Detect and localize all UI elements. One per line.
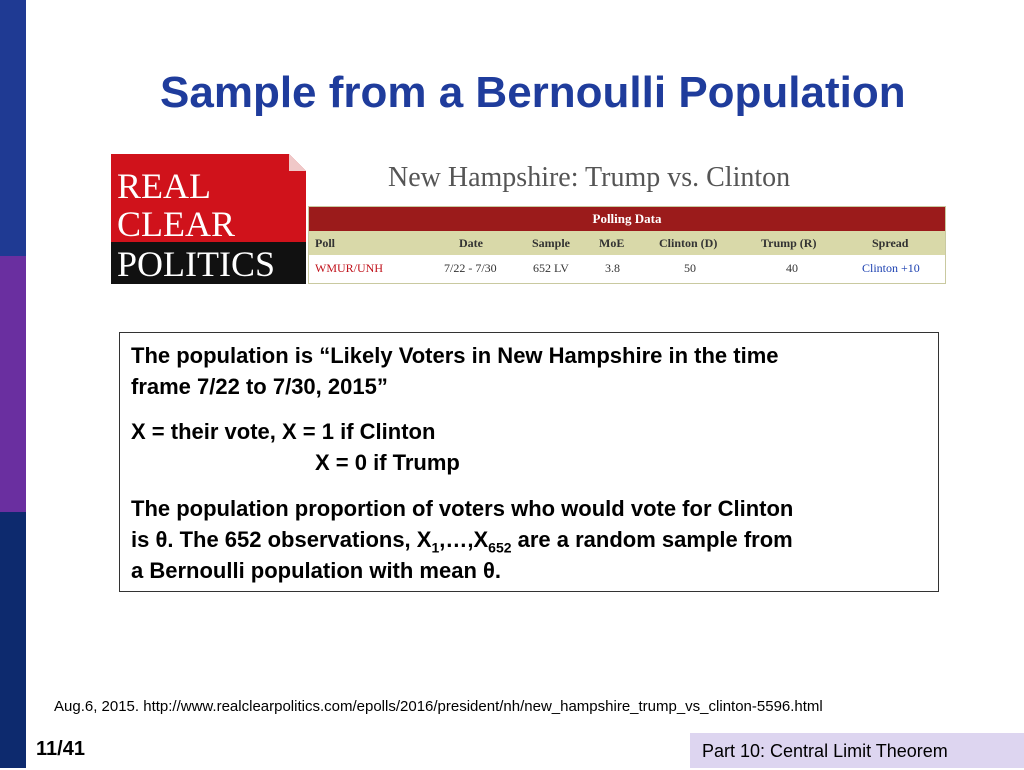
poll-heading: New Hampshire: Trump vs. Clinton <box>388 162 791 193</box>
box-line-6-a: is θ. The 652 observations, X <box>131 527 432 552</box>
col-trump: Trump (R) <box>761 236 817 250</box>
col-moe: MoE <box>599 236 625 250</box>
cell-trump: 40 <box>786 261 798 275</box>
sidebar-band-middle <box>0 256 26 512</box>
subscript-1: 1 <box>431 539 440 556</box>
col-poll: Poll <box>315 236 335 250</box>
logo-background <box>111 154 306 284</box>
logo-line-2: CLEAR <box>117 204 236 244</box>
table-header-row: Poll Date Sample MoE Clinton (D) Trump (… <box>309 231 945 255</box>
sidebar-decoration <box>0 0 26 768</box>
page-number: 11/41 <box>36 738 85 760</box>
polling-data-table: Polling Data Poll Date Sample MoE Clinto… <box>308 206 946 284</box>
box-line-2: frame 7/22 to 7/30, 2015” <box>131 374 388 399</box>
box-line-6-c: are a random sample from <box>511 527 793 552</box>
cell-moe: 3.8 <box>605 261 620 275</box>
cell-date: 7/22 - 7/30 <box>444 261 497 275</box>
population-description-box: The population is “Likely Voters in New … <box>119 332 939 592</box>
col-date: Date <box>459 236 483 250</box>
cell-spread: Clinton +10 <box>862 261 920 275</box>
box-line-6: is θ. The 652 observations, X1,…,X652 ar… <box>131 524 793 555</box>
table-row: WMUR/UNH 7/22 - 7/30 652 LV 3.8 50 40 Cl… <box>309 255 945 281</box>
col-clinton: Clinton (D) <box>659 236 718 250</box>
box-line-3: X = their vote, X = 1 if Clinton <box>131 419 436 444</box>
cell-sample: 652 LV <box>533 261 569 275</box>
box-line-4: X = 0 if Trump <box>315 450 460 475</box>
slide-title: Sample from a Bernoulli Population <box>160 68 906 117</box>
source-footnote: Aug.6, 2015. http://www.realclearpolitic… <box>54 698 823 715</box>
sidebar-band-top <box>0 0 26 256</box>
box-line-7: a Bernoulli population with mean θ. <box>131 558 502 583</box>
box-line-6-b: ,…,X <box>439 527 489 552</box>
subscript-652: 652 <box>488 539 512 556</box>
logo-line-1: REAL <box>117 166 211 206</box>
box-line-1: The population is “Likely Voters in New … <box>131 343 779 368</box>
logo-line-3: POLITICS <box>117 244 276 284</box>
col-spread: Spread <box>872 236 909 250</box>
cell-poll-link[interactable]: WMUR/UNH <box>315 261 383 275</box>
col-sample: Sample <box>532 236 571 250</box>
polling-data-title: Polling Data <box>309 207 945 231</box>
sidebar-band-bottom <box>0 512 26 768</box>
part-label: Part 10: Central Limit Theorem <box>690 733 1024 768</box>
cell-clinton: 50 <box>684 261 696 275</box>
box-line-5: The population proportion of voters who … <box>131 496 794 521</box>
realclearpolitics-logo: REAL CLEAR POLITICS <box>111 154 306 284</box>
